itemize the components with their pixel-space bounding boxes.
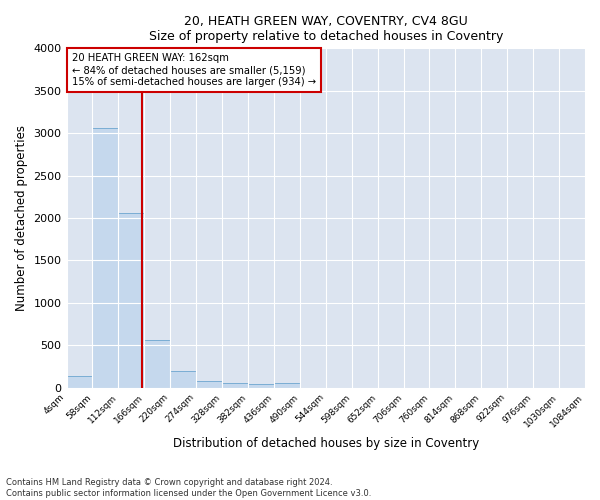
- Bar: [248, 384, 274, 388]
- Bar: [118, 213, 145, 388]
- Text: Contains HM Land Registry data © Crown copyright and database right 2024.
Contai: Contains HM Land Registry data © Crown c…: [6, 478, 371, 498]
- Title: 20, HEATH GREEN WAY, COVENTRY, CV4 8GU
Size of property relative to detached hou: 20, HEATH GREEN WAY, COVENTRY, CV4 8GU S…: [149, 15, 503, 43]
- Y-axis label: Number of detached properties: Number of detached properties: [15, 125, 28, 311]
- Text: 20 HEATH GREEN WAY: 162sqm
← 84% of detached houses are smaller (5,159)
15% of s: 20 HEATH GREEN WAY: 162sqm ← 84% of deta…: [72, 54, 316, 86]
- Bar: [170, 370, 196, 388]
- Bar: [274, 384, 300, 388]
- Bar: [196, 381, 222, 388]
- Bar: [222, 383, 248, 388]
- Bar: [67, 376, 92, 388]
- Bar: [145, 340, 170, 388]
- X-axis label: Distribution of detached houses by size in Coventry: Distribution of detached houses by size …: [173, 437, 479, 450]
- Bar: [92, 128, 118, 388]
